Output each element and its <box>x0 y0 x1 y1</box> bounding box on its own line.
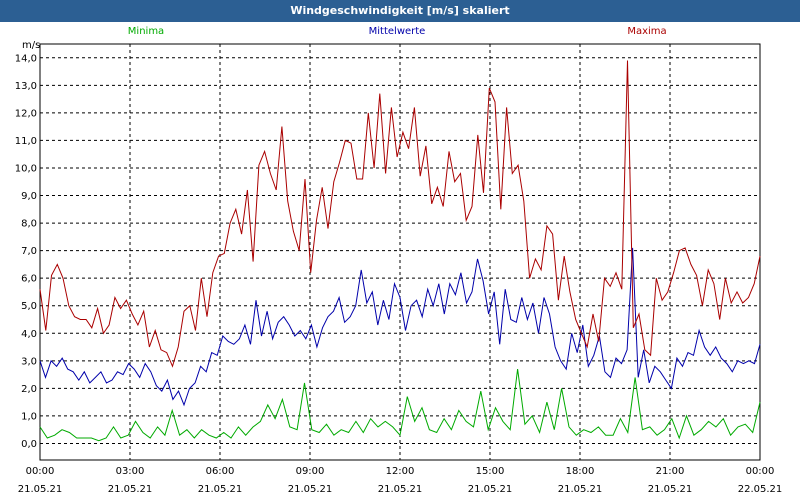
y-tick-label: 12,0 <box>15 108 37 119</box>
x-tick-date: 21.05.21 <box>288 484 333 495</box>
y-tick-labels: 0,0 1,0 2,0 3,0 4,0 5,0 6,0 7,0 8,0 9,0 10,0 11,0 12… <box>15 53 37 450</box>
legend-minima: Minima <box>128 26 164 37</box>
y-tick-label: 13,0 <box>15 81 37 92</box>
y-tick-label: 0,0 <box>21 439 37 450</box>
x-tick-date: 21.05.21 <box>468 484 513 495</box>
x-tick-time: 18:00 <box>566 466 595 477</box>
grid-lines <box>40 44 760 460</box>
x-tick-time: 00:00 <box>746 466 775 477</box>
y-tick-label: 8,0 <box>21 219 37 230</box>
x-tick-time: 15:00 <box>476 466 505 477</box>
x-tick-time: 21:00 <box>656 466 685 477</box>
legend-mittelwerte: Mittelwerte <box>369 26 426 37</box>
y-tick-label: 5,0 <box>21 301 37 312</box>
y-axis-label: m/s <box>22 40 40 51</box>
series-line-mittelwerte <box>39 247 761 407</box>
series-line-maxima <box>39 60 761 368</box>
x-tick-time: 09:00 <box>296 466 325 477</box>
y-tick-label: 11,0 <box>15 136 37 147</box>
x-tick-date: 21.05.21 <box>378 484 423 495</box>
plot-border <box>39 43 761 461</box>
x-tick-time: 12:00 <box>386 466 415 477</box>
y-tick-label: 3,0 <box>21 356 37 367</box>
series-lines <box>39 60 761 442</box>
x-tick-time: 03:00 <box>116 466 145 477</box>
y-tick-label: 6,0 <box>21 274 37 285</box>
x-tick-time: 06:00 <box>206 466 235 477</box>
x-tick-time: 00:00 <box>26 466 55 477</box>
series-line-minima <box>39 369 761 442</box>
y-tick-label: 1,0 <box>21 411 37 422</box>
legend: Minima Mittelwerte Maxima <box>128 26 667 37</box>
y-tick-label: 2,0 <box>21 384 37 395</box>
y-tick-label: 9,0 <box>21 191 37 202</box>
x-tick-date: 22.05.21 <box>738 484 783 495</box>
plot-frame <box>39 43 761 461</box>
chart-title: Windgeschwindigkeit [m/s] skaliert <box>0 0 800 22</box>
x-tick-date: 21.05.21 <box>558 484 603 495</box>
x-tick-date: 21.05.21 <box>198 484 243 495</box>
y-tick-label: 4,0 <box>21 329 37 340</box>
x-tick-labels: 00:00 21.05.21 03:00 21.05.21 06:00 21.05.21 0… <box>18 466 783 495</box>
x-tick-date: 21.05.21 <box>648 484 693 495</box>
y-tick-label: 14,0 <box>15 53 37 64</box>
y-tick-label: 7,0 <box>21 246 37 257</box>
y-tick-label: 10,0 <box>15 163 37 174</box>
x-tick-date: 21.05.21 <box>18 484 63 495</box>
legend-maxima: Maxima <box>627 26 666 37</box>
wind-speed-chart: m/s 0,0 1,0 2,0 3,0 4,0 5,0 6,0 7,0 8,0 9,0 10,0 11… <box>15 26 783 495</box>
x-tick-date: 21.05.21 <box>108 484 153 495</box>
